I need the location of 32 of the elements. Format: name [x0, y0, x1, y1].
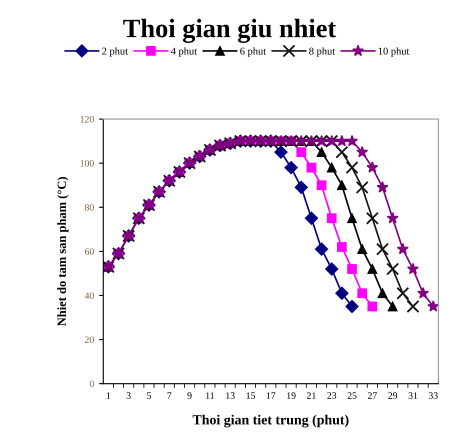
x-tick-label: 25 — [348, 392, 357, 399]
legend-label: 4 phut — [170, 47, 197, 57]
x-tick-label: 19 — [287, 392, 296, 399]
y-tick-label: 40 — [84, 292, 94, 299]
x-tick-label: 13 — [226, 392, 235, 399]
legend-label: 8 phut — [309, 47, 336, 57]
y-tick-label: 80 — [84, 204, 94, 211]
legend-label: 10 phut — [378, 47, 410, 57]
x-tick-label: 29 — [388, 392, 398, 399]
y-tick-label: 120 — [80, 116, 94, 123]
x-axis-title: Thoi gian tiet trung (phut) — [192, 414, 349, 428]
x-tick-label: 9 — [187, 392, 192, 399]
x-tick-label: 11 — [206, 392, 214, 399]
x-tick-label: 3 — [126, 392, 131, 399]
x-tick-label: 23 — [327, 392, 336, 399]
x-tick-label: 33 — [428, 392, 438, 399]
x-tick-label: 15 — [246, 392, 255, 399]
y-tick-label: 100 — [80, 160, 94, 167]
x-tick-label: 21 — [306, 392, 316, 399]
y-tick-label: 20 — [84, 336, 94, 344]
x-tick-label: 27 — [368, 392, 377, 399]
chart-title: Thoi gian giu nhiet — [123, 18, 336, 43]
legend-label: 2 phut — [102, 47, 128, 57]
x-tick-label: 1 — [106, 392, 110, 399]
y-axis-title: Nhiet do tam san pham (°C) — [57, 177, 69, 326]
x-tick-label: 7 — [167, 392, 172, 399]
x-tick-label: 5 — [147, 392, 152, 399]
legend-label: 6 phut — [240, 47, 266, 57]
y-tick-label: 0 — [90, 380, 94, 388]
y-tick-label: 60 — [84, 248, 94, 255]
x-tick-label: 17 — [266, 392, 276, 399]
x-tick-label: 31 — [408, 392, 418, 399]
